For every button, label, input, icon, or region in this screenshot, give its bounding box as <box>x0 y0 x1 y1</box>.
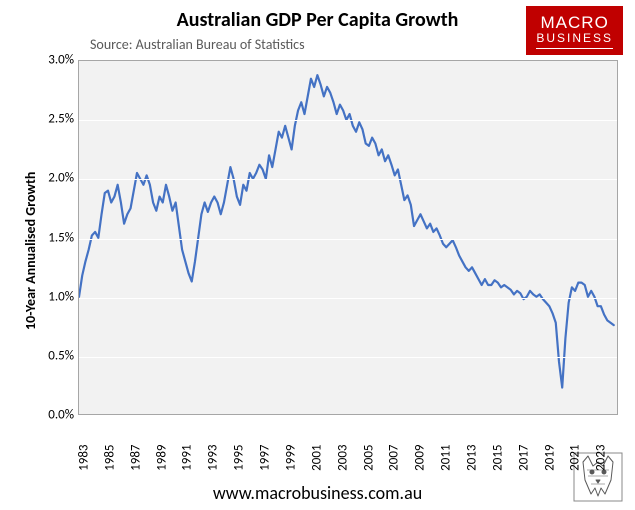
y-tick-label: 0.0% <box>34 408 74 423</box>
plot-area <box>78 60 618 415</box>
x-tick-label: 2017 <box>516 445 531 481</box>
gridline-h <box>79 357 617 358</box>
x-tick-label: 2015 <box>490 445 505 481</box>
x-tick-label: 1983 <box>77 445 92 481</box>
x-tick-label: 1995 <box>232 445 247 481</box>
logo-line1: MACRO <box>536 14 613 32</box>
x-tick-label: 2013 <box>465 445 480 481</box>
logo-line2: BUSINESS <box>536 32 613 45</box>
x-tick-label: 2007 <box>387 445 402 481</box>
x-tick-label: 1991 <box>180 445 195 481</box>
y-axis-title: 10-Year Annualised Growth <box>22 171 39 329</box>
x-tick-label: 2021 <box>568 445 583 481</box>
gridline-h <box>79 120 617 121</box>
x-tick-label: 2005 <box>361 445 376 481</box>
x-tick-label: 2009 <box>413 445 428 481</box>
macrobusiness-logo: MACRO BUSINESS <box>526 6 623 55</box>
x-tick-label: 2019 <box>542 445 557 481</box>
x-tick-label: 1987 <box>128 445 143 481</box>
y-tick-label: 2.0% <box>34 171 74 186</box>
y-tick-label: 1.5% <box>34 230 74 245</box>
logo-rule <box>536 48 613 49</box>
y-tick-label: 3.0% <box>34 53 74 68</box>
x-tick-label: 1997 <box>258 445 273 481</box>
gridline-h <box>79 298 617 299</box>
x-tick-label: 1989 <box>154 445 169 481</box>
gridline-h <box>79 179 617 180</box>
x-tick-label: 2003 <box>335 445 350 481</box>
x-tick-label: 1999 <box>283 445 298 481</box>
x-tick-label: 1993 <box>206 445 221 481</box>
x-tick-label: 2001 <box>309 445 324 481</box>
y-tick-label: 1.0% <box>34 289 74 304</box>
x-tick-label: 1985 <box>102 445 117 481</box>
y-tick-label: 0.5% <box>34 348 74 363</box>
y-tick-label: 2.5% <box>34 112 74 127</box>
chart-source: Source: Australian Bureau of Statistics <box>90 36 305 53</box>
x-tick-label: 2011 <box>439 445 454 481</box>
x-tick-label: 2023 <box>594 445 609 481</box>
gridline-h <box>79 239 617 240</box>
footer-url: www.macrobusiness.com.au <box>0 482 635 504</box>
